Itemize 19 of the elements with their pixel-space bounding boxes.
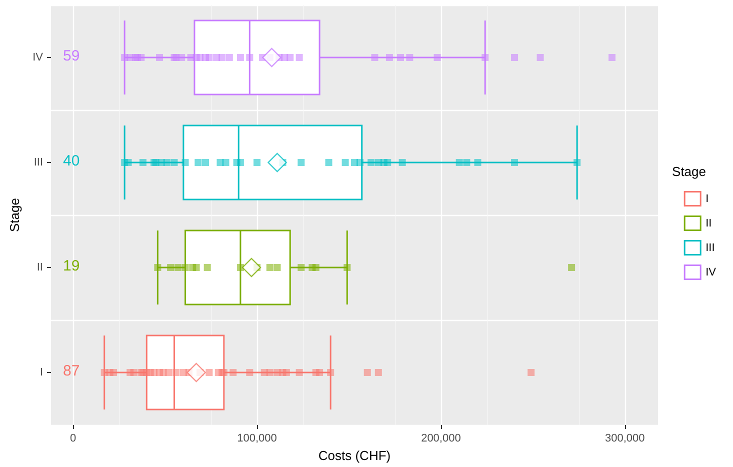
x-tick-label: 200,000 bbox=[421, 432, 461, 444]
x-tick-label: 300,000 bbox=[605, 432, 645, 444]
annotation: 40 bbox=[63, 152, 80, 170]
y-tick-label: I bbox=[40, 366, 43, 378]
annotation: 19 bbox=[63, 258, 80, 274]
y-tick-label: IV bbox=[32, 52, 44, 64]
legend-label: III bbox=[706, 242, 715, 254]
legend-title: Stage bbox=[672, 164, 706, 179]
legend-label: I bbox=[706, 192, 709, 205]
x-tick-label: 0 bbox=[70, 432, 76, 444]
x-tick-label: 100,000 bbox=[237, 432, 277, 444]
legend-label: IV bbox=[706, 266, 717, 278]
legend-label: II bbox=[706, 217, 712, 230]
annotation: 59 bbox=[63, 48, 80, 64]
annotation: 87 bbox=[63, 362, 80, 380]
y-tick-label: III bbox=[34, 156, 43, 168]
y-axis-title: Stage bbox=[7, 198, 22, 232]
x-axis-title: Costs (CHF) bbox=[318, 448, 391, 463]
y-tick-label: II bbox=[36, 262, 43, 274]
